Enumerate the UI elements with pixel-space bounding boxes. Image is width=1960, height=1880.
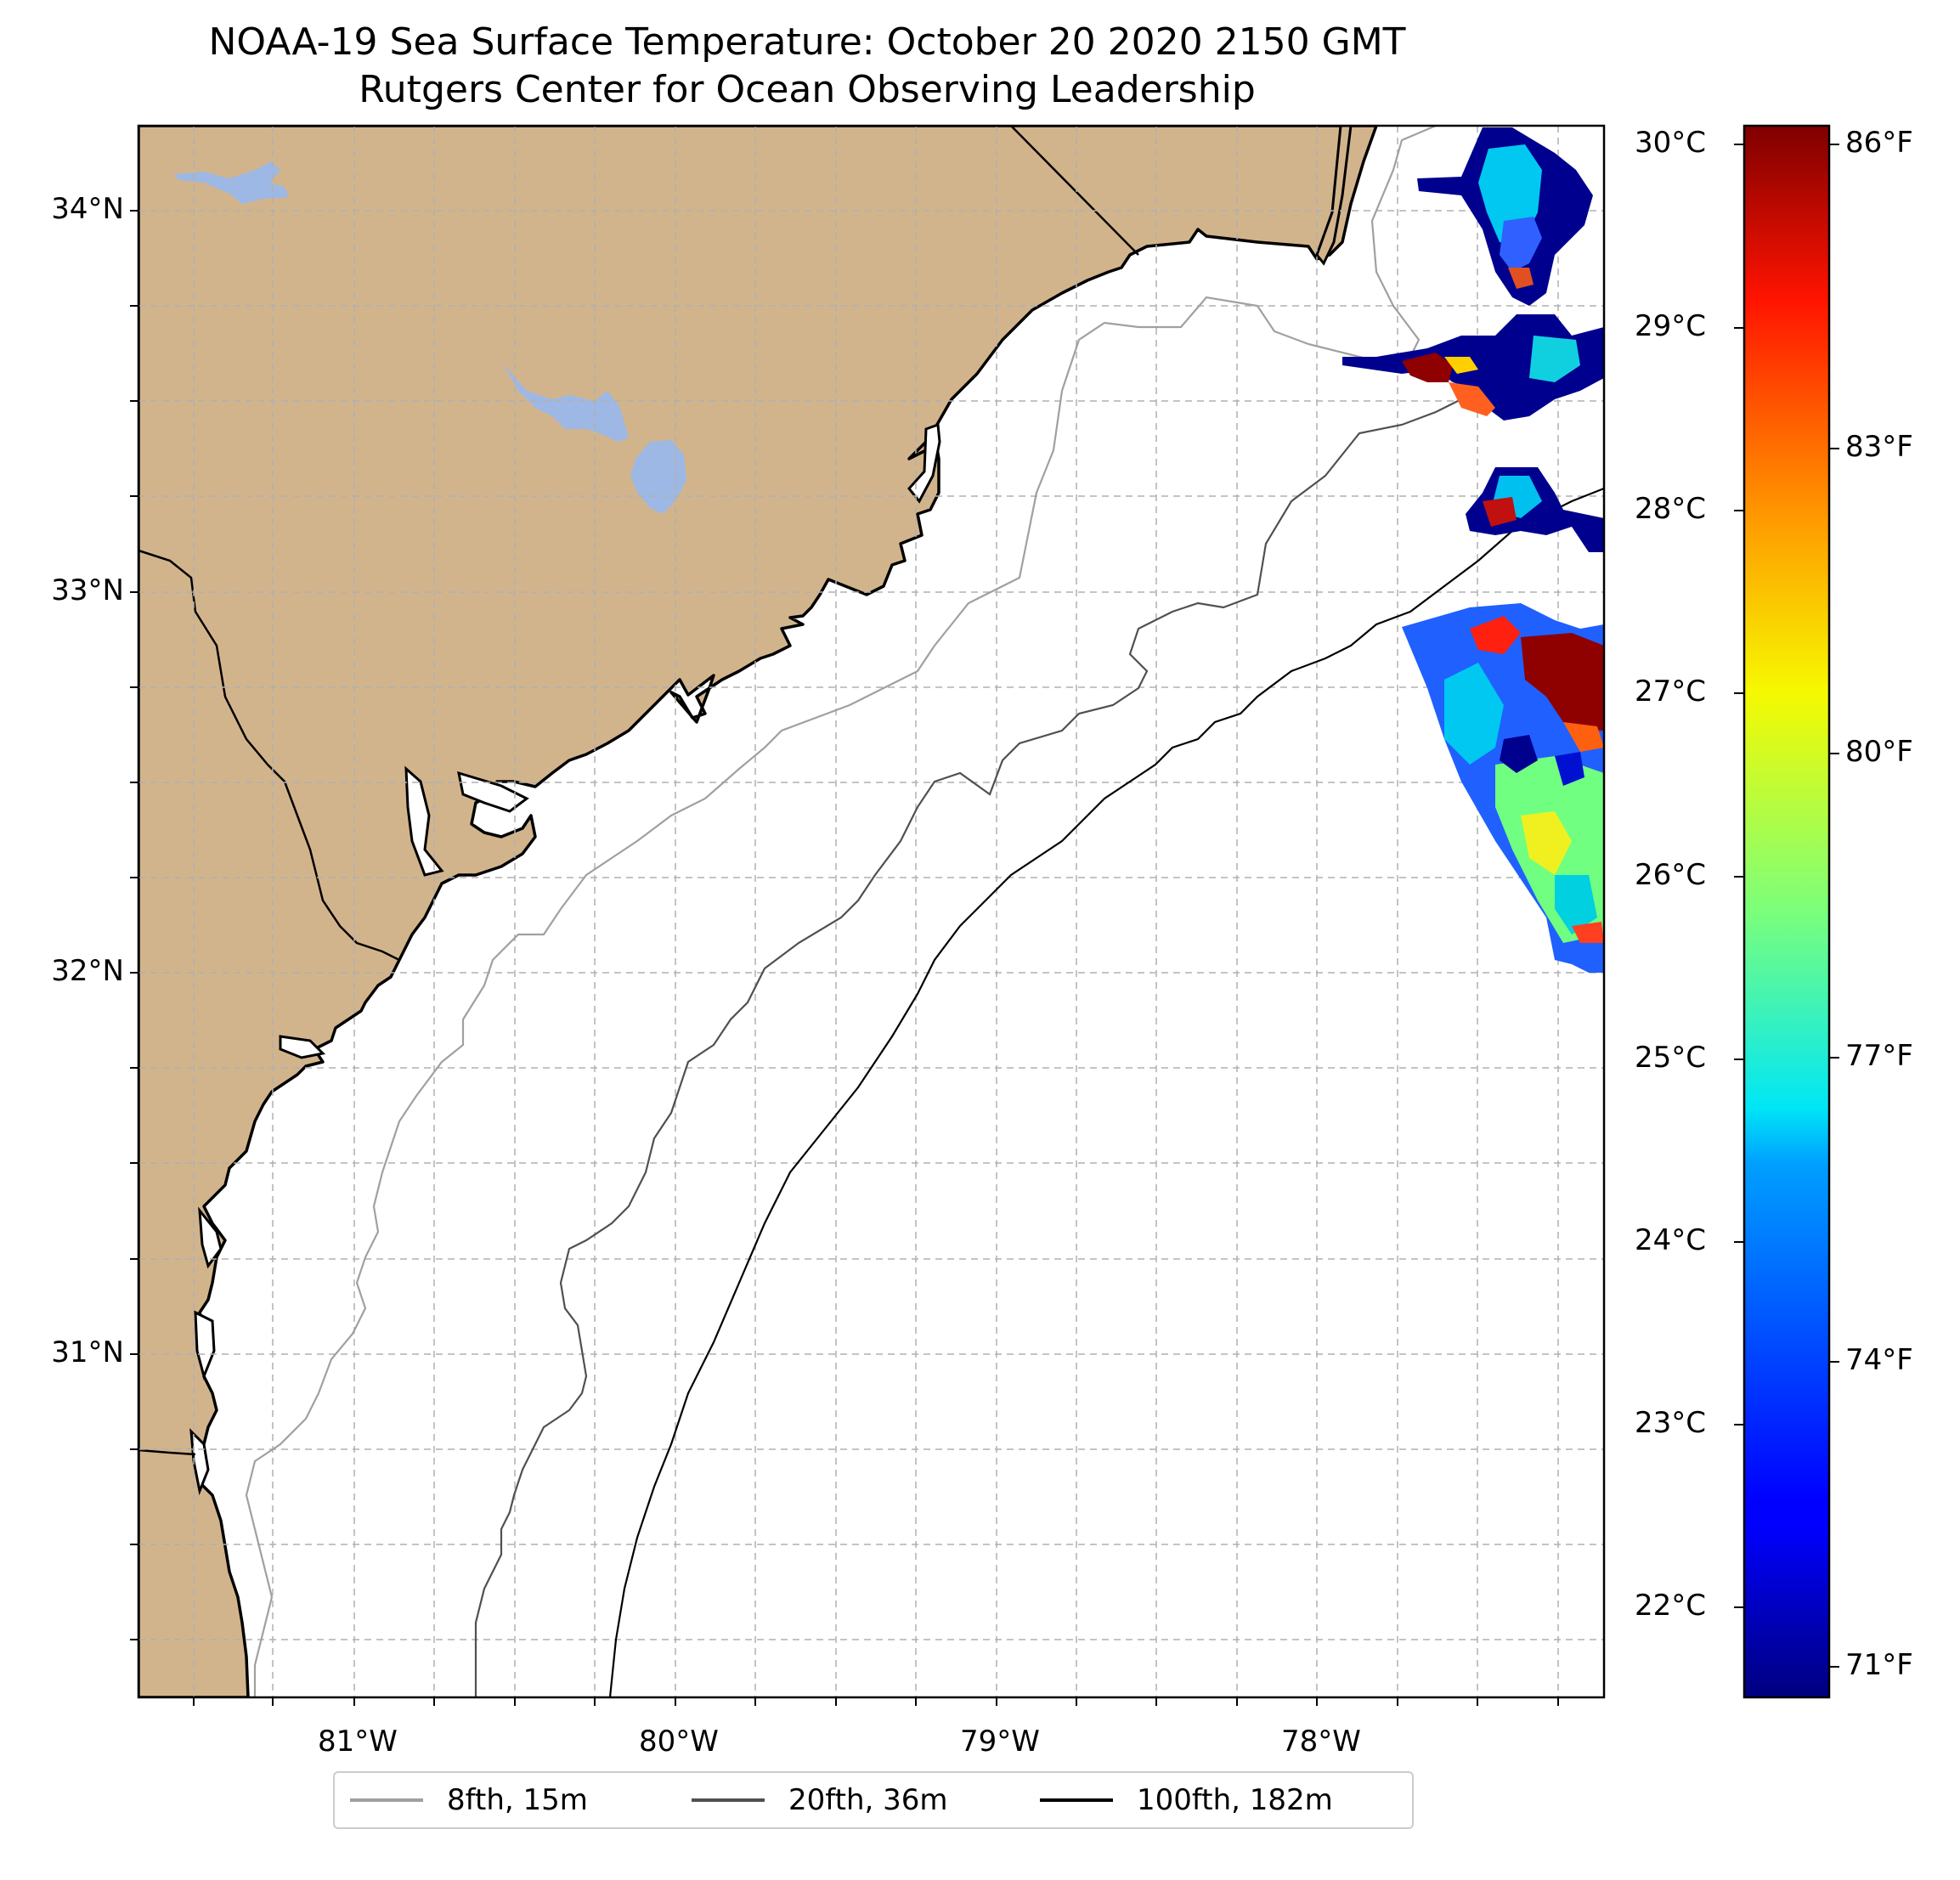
sst-patch: [1402, 353, 1453, 382]
map-frame: [137, 124, 1606, 1699]
coastal-inlet: [189, 1428, 210, 1496]
chart-title: NOAA-19 Sea Surface Temperature: October…: [208, 20, 1406, 64]
legend-label: 20fth, 36m: [788, 1783, 948, 1817]
colorbar-celsius-label: 23°C: [1635, 1406, 1707, 1440]
coastal-inlet: [198, 1206, 223, 1269]
lake: [503, 364, 629, 442]
isobath-15m: [245, 126, 1437, 1697]
barrier-island: [1315, 126, 1353, 266]
sst-patch: [1572, 922, 1604, 943]
legend-label: 8fth, 15m: [447, 1783, 588, 1817]
isobath-182m: [608, 487, 1604, 1697]
legend-item: 20fth, 36m: [692, 1773, 948, 1827]
colorbar-celsius-label: 26°C: [1635, 858, 1707, 892]
colorbar-fahrenheit-label: 77°F: [1845, 1039, 1913, 1073]
lat-tick-label: 31°N: [51, 1335, 124, 1369]
legend-item: 8fth, 15m: [350, 1773, 588, 1827]
lat-tick-label: 34°N: [51, 192, 124, 226]
sst-patch: [1555, 752, 1584, 786]
coastal-inlet: [907, 422, 941, 504]
colorbar-celsius-label: 30°C: [1635, 126, 1707, 160]
sst-patch: [1521, 633, 1604, 731]
legend-swatch-182m: [1040, 1798, 1113, 1802]
sst-patch: [1555, 875, 1597, 934]
coastal-inlet: [194, 1310, 216, 1380]
coastal-inlet: [279, 1035, 326, 1059]
lat-tick-label: 32°N: [51, 954, 124, 988]
colorbar-celsius-label: 29°C: [1635, 309, 1707, 343]
sst-patch: [1444, 663, 1504, 765]
map-area: [138, 126, 1604, 1697]
sst-patch: [1563, 722, 1604, 752]
lon-tick-label: 80°W: [639, 1725, 719, 1759]
legend: 8fth, 15m 20fth, 36m 100fth, 182m: [333, 1771, 1414, 1829]
colorbar: [1743, 124, 1831, 1699]
lon-tick-label: 79°W: [960, 1725, 1040, 1759]
isobath-36m: [474, 355, 1604, 1697]
legend-swatch-36m: [692, 1798, 765, 1802]
chart-subtitle: Rutgers Center for Ocean Observing Leade…: [359, 68, 1256, 111]
lon-tick-label: 81°W: [318, 1725, 398, 1759]
sst-patch: [1521, 811, 1572, 875]
sst-patch: [1483, 497, 1517, 527]
sst-patch: [1508, 268, 1534, 289]
legend-label: 100fth, 182m: [1137, 1783, 1333, 1817]
colorbar-celsius-label: 28°C: [1635, 492, 1707, 526]
colorbar-fahrenheit-label: 74°F: [1845, 1343, 1913, 1377]
sst-swaths: [1342, 127, 1604, 973]
lat-tick-label: 33°N: [51, 573, 124, 607]
sst-patch: [1500, 735, 1538, 773]
colorbar-fahrenheit-label: 83°F: [1845, 430, 1913, 464]
sst-patch: [1444, 357, 1478, 374]
colorbar-ticks: [1734, 144, 1839, 1668]
axis-ticks: [130, 210, 1559, 1706]
land-mass: [138, 126, 1378, 1697]
colorbar-fahrenheit-label: 80°F: [1845, 735, 1913, 769]
state-border: [1010, 126, 1139, 256]
sst-patch: [1529, 336, 1580, 382]
colorbar-fahrenheit-label: 71°F: [1845, 1648, 1913, 1682]
legend-item: 100fth, 182m: [1040, 1773, 1333, 1827]
colorbar-celsius-label: 25°C: [1635, 1041, 1707, 1075]
state-border: [138, 1448, 196, 1456]
colorbar-fahrenheit-label: 86°F: [1845, 126, 1913, 160]
legend-swatch-15m: [350, 1798, 423, 1802]
lake: [174, 161, 289, 204]
colorbar-celsius-label: 22°C: [1635, 1589, 1707, 1623]
sst-patch: [1500, 217, 1542, 272]
coastal-inlet: [404, 765, 444, 877]
colorbar-celsius-label: 27°C: [1635, 675, 1707, 709]
sst-patch: [1449, 382, 1495, 416]
lon-tick-label: 78°W: [1281, 1725, 1361, 1759]
colorbar-celsius-label: 24°C: [1635, 1223, 1707, 1257]
sst-patch: [1470, 616, 1521, 654]
